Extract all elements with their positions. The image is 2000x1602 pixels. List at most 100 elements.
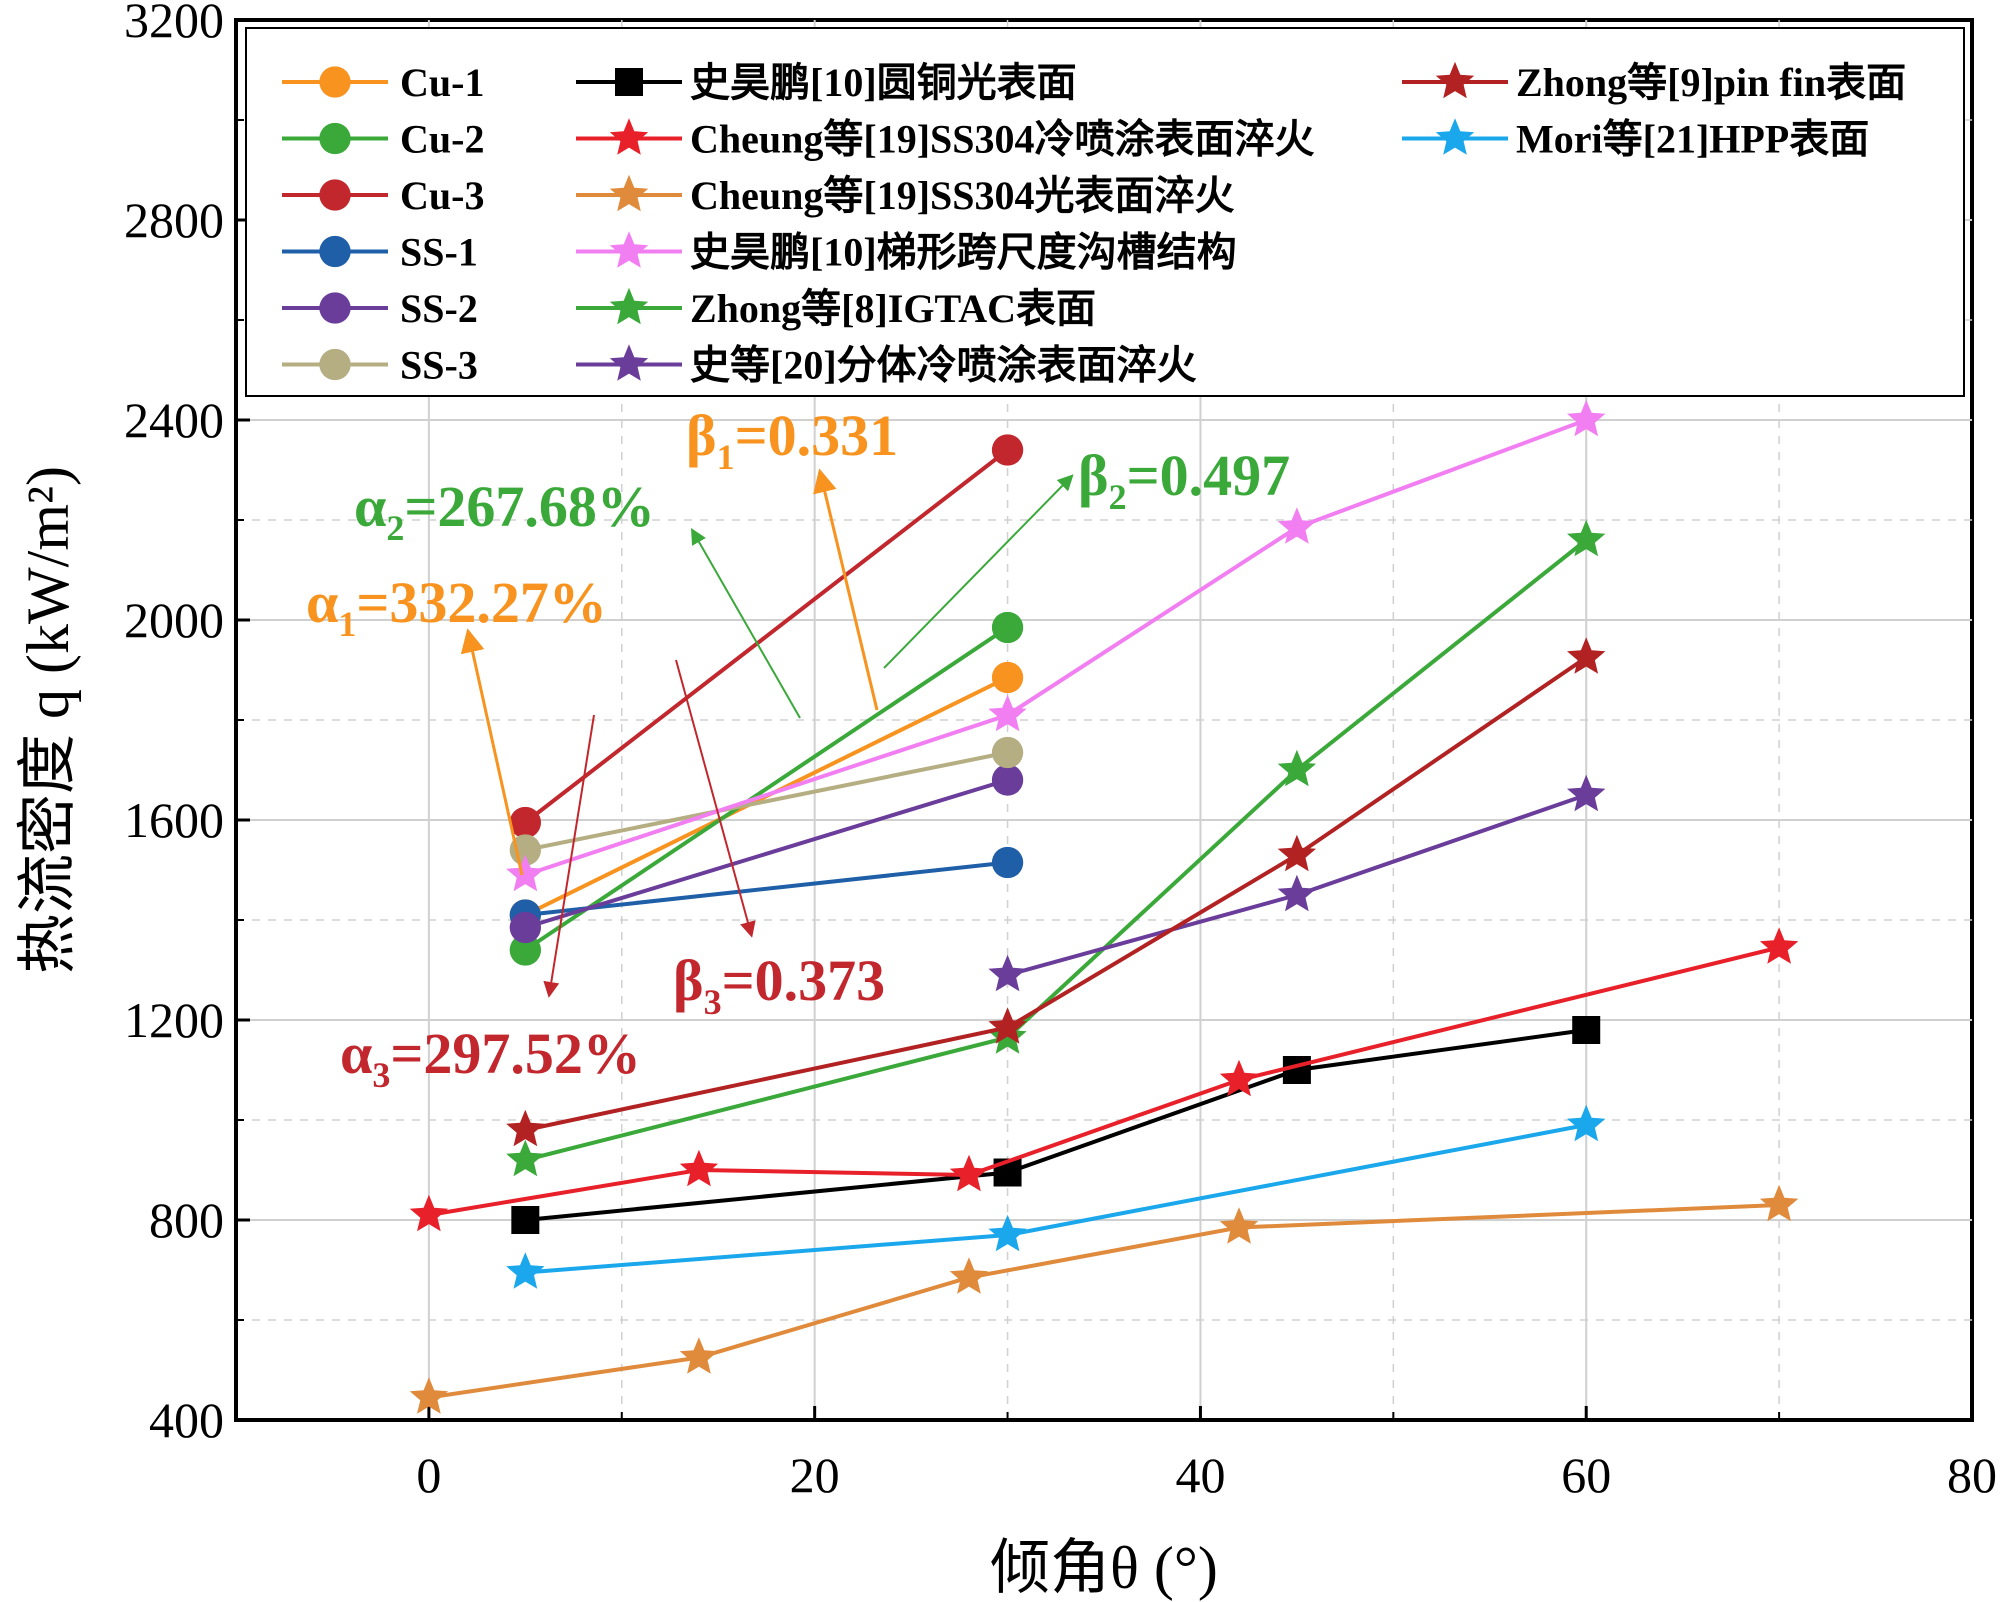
data-point: [991, 434, 1024, 466]
legend-item: Zhong等[8]IGTAC表面: [576, 286, 1096, 331]
data-point: [509, 934, 542, 966]
series-7: [511, 1016, 1601, 1234]
series-line: [524, 655, 1588, 1132]
legend-item: 史昊鹏[10]梯形跨尺度沟槽结构: [576, 230, 1237, 275]
legend-item: Mori等[21]HPP表面: [1402, 117, 1869, 162]
arrow-alpha3: [543, 714, 595, 998]
data-point: [409, 1377, 449, 1414]
data-point: [506, 1109, 545, 1147]
legend-marker: [319, 66, 351, 98]
annotation-beta3: β3=0.373: [673, 948, 885, 1022]
data-point: [1219, 1207, 1259, 1244]
data-point: [679, 1149, 719, 1187]
annotation-beta2: β2=0.497: [1078, 443, 1290, 517]
legend-marker: [609, 287, 649, 325]
data-point: [1759, 1184, 1799, 1222]
annotation-alpha2: α2=267.68%: [354, 474, 655, 548]
data-point: [1219, 1059, 1259, 1097]
annotation-alpha1: α1=332.27%: [306, 570, 607, 644]
data-point: [991, 846, 1024, 879]
y-tick-label: 1600: [124, 792, 224, 848]
arrow-alpha1: [460, 628, 524, 876]
series-13: [506, 637, 1606, 1147]
series-line: [525, 1028, 1587, 1222]
arrow-beta2: [883, 474, 1074, 669]
legend-marker: [319, 292, 351, 324]
x-tick-label: 0: [416, 1447, 441, 1503]
series-3: [509, 434, 1024, 839]
series-line: [524, 418, 1587, 877]
data-point: [991, 736, 1024, 769]
legend-marker: [319, 348, 351, 381]
data-point: [409, 1194, 449, 1232]
legend-label: Cheung等[19]SS304光表面淬火: [690, 173, 1235, 218]
data-point: [988, 1007, 1027, 1044]
legend-label: SS-3: [400, 343, 478, 388]
legend-label: SS-1: [400, 230, 478, 275]
legend-label: 史等[20]分体冷喷涂表面淬火: [690, 343, 1197, 388]
x-tick-label: 40: [1175, 1447, 1225, 1503]
y-tick-label: 800: [149, 1192, 224, 1248]
legend-marker: [609, 344, 649, 381]
y-tick-label: 3200: [124, 0, 224, 48]
arrow-beta1: [813, 468, 879, 711]
legend-label: Cheung等[19]SS304冷喷涂表面淬火: [690, 117, 1315, 162]
legend-item: 史昊鹏[10]圆铜光表面: [576, 60, 1077, 105]
series-line: [525, 860, 1008, 917]
x-tick-label: 80: [1947, 1447, 1997, 1503]
data-point: [1567, 1104, 1606, 1142]
legend-item: Zhong等[9]pin fin表面: [1402, 60, 1906, 105]
series-line: [524, 538, 1588, 1162]
data-point: [506, 1139, 545, 1177]
x-tick-label: 60: [1561, 1447, 1611, 1503]
data-point: [991, 661, 1024, 694]
data-point: [1567, 519, 1606, 557]
data-point: [1567, 774, 1606, 812]
legend-item: Cheung等[19]SS304光表面淬火: [576, 173, 1235, 218]
annotation-beta1: β1=0.331: [686, 403, 898, 477]
legend-item: 史等[20]分体冷喷涂表面淬火: [576, 343, 1197, 388]
arrow-alpha2: [691, 528, 801, 719]
legend-marker: [615, 68, 643, 96]
data-point: [988, 694, 1027, 732]
annotation-arrows: [460, 468, 1074, 998]
series-8: [409, 927, 1799, 1232]
data-point: [679, 1337, 719, 1374]
legend-label: Cu-3: [400, 173, 484, 218]
legend-item: SS-1: [282, 230, 478, 275]
y-tick-label: 2400: [124, 392, 224, 448]
legend-label: Zhong等[8]IGTAC表面: [690, 286, 1096, 331]
data-point: [988, 1214, 1027, 1252]
data-point: [1572, 1016, 1601, 1044]
data-point: [511, 1206, 540, 1234]
legend-marker: [609, 118, 649, 155]
legend-marker: [319, 179, 351, 211]
legend-label: 史昊鹏[10]圆铜光表面: [690, 60, 1077, 105]
legend-label: Cu-2: [400, 117, 484, 162]
series-2: [509, 611, 1024, 966]
legend-item: Cheung等[19]SS304冷喷涂表面淬火: [576, 117, 1315, 162]
series-layer: [409, 399, 1799, 1414]
legend-label: Cu-1: [400, 60, 484, 105]
y-tick-label: 2800: [124, 192, 224, 248]
data-point: [991, 764, 1024, 796]
data-point: [949, 1154, 989, 1192]
legend-label: Mori等[21]HPP表面: [1516, 117, 1869, 162]
data-point: [1277, 834, 1317, 872]
series-12: [988, 774, 1606, 992]
series-14: [506, 1104, 1606, 1289]
legend-item: Cu-1: [282, 60, 484, 105]
x-axis-title: 倾角θ (°): [990, 1535, 1218, 1601]
data-point: [1567, 399, 1606, 437]
y-tick-label: 1200: [124, 992, 224, 1048]
series-5: [509, 764, 1024, 944]
series-line: [524, 750, 1008, 852]
series-9: [409, 1184, 1799, 1414]
series-10: [506, 399, 1606, 892]
legend-marker: [319, 235, 351, 268]
legend-marker: [1435, 118, 1475, 155]
data-point: [506, 1252, 545, 1289]
legend-marker: [609, 231, 649, 268]
data-point: [949, 1257, 989, 1294]
legend-item: Cu-2: [282, 117, 484, 162]
